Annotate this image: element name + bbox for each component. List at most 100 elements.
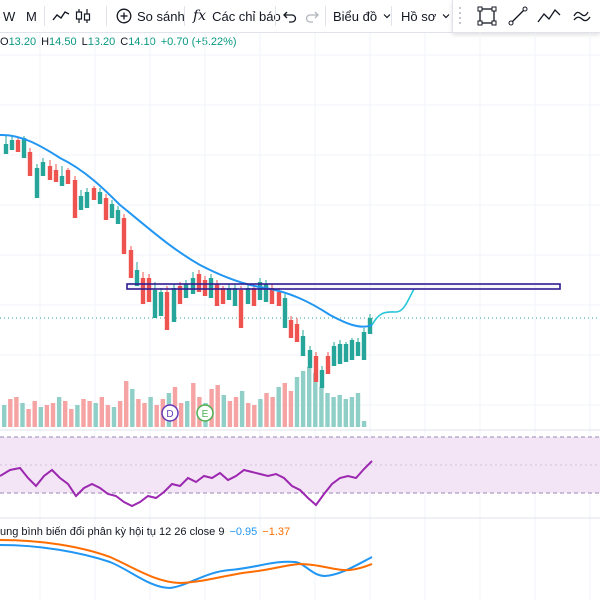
trend-line-tool-button[interactable] <box>508 6 528 31</box>
volume-bar <box>288 391 294 427</box>
candle-body <box>158 292 164 316</box>
candle-body <box>190 278 196 294</box>
line-chart-type-button[interactable] <box>52 0 70 32</box>
volume-bar <box>56 397 62 427</box>
rsi-line <box>0 460 373 508</box>
candle-body <box>361 332 367 360</box>
volume-bar <box>264 393 269 427</box>
undo-button[interactable] <box>283 0 297 32</box>
volume-bar <box>349 397 355 427</box>
volume-bar <box>178 403 184 427</box>
close-key: C <box>120 36 129 48</box>
volume-bar <box>75 405 80 427</box>
drag-handle[interactable] <box>459 4 461 28</box>
volume-bar <box>313 373 318 427</box>
drawing-toolbar <box>452 0 600 33</box>
candle-body <box>115 210 121 224</box>
candle-body <box>349 340 355 360</box>
interval-monthly-label: M <box>26 8 37 24</box>
candle-body <box>27 152 33 176</box>
volume-bar <box>87 401 92 427</box>
volume-bar <box>319 387 324 427</box>
volume-bar <box>142 403 147 427</box>
toolbar-divider <box>391 6 392 26</box>
candle-body <box>164 292 170 330</box>
dividend-marker[interactable]: D <box>161 404 179 422</box>
candle-body <box>331 346 337 366</box>
volume-bar <box>246 403 251 427</box>
macd-legend-label: ung bình biến đổi phân kỳ hội tụ 12 26 c… <box>0 526 225 538</box>
brush-icon <box>573 11 591 22</box>
path-tool-icon <box>537 8 561 23</box>
volume-bar <box>2 405 7 427</box>
ohlc-legend: O13.20 H14.50 L13.20 C14.10 +0.70 (+5.22… <box>0 36 237 52</box>
volume-bar <box>215 385 220 427</box>
candle-body <box>140 278 146 304</box>
drawn-rectangle[interactable] <box>126 283 561 290</box>
volume-bar <box>337 395 342 427</box>
signal-line <box>0 539 373 585</box>
close-value: 14.10 <box>128 36 156 48</box>
rectangle-tool-button[interactable] <box>477 6 497 31</box>
candle-body <box>134 270 140 286</box>
volume-bar <box>282 383 287 427</box>
candle-body <box>245 288 251 304</box>
candles-icon <box>75 9 91 23</box>
candle-body <box>152 290 158 318</box>
volume-bar <box>130 389 135 427</box>
high-key: H <box>41 36 50 48</box>
candle-body <box>171 288 177 322</box>
candle-body <box>232 288 238 306</box>
volume-bar <box>331 397 336 427</box>
path-tool-button[interactable] <box>537 6 561 31</box>
volume-bar <box>111 407 117 427</box>
candle-body <box>307 350 313 368</box>
profile-dropdown[interactable]: Hồ sơ <box>401 0 451 32</box>
candle-body <box>84 192 90 208</box>
candle-body <box>263 284 269 302</box>
volume-bar <box>307 367 312 427</box>
signal-value: −1.37 <box>262 526 291 538</box>
interval-monthly-button[interactable]: M <box>26 0 37 32</box>
undo-icon <box>283 11 297 23</box>
candle-body <box>313 356 319 382</box>
candle-chart-type-button[interactable] <box>74 0 92 32</box>
candle-body <box>3 144 9 154</box>
volume-bar <box>105 405 111 427</box>
redo-button[interactable] <box>305 0 319 32</box>
volume-bar <box>252 405 257 427</box>
candle-body <box>208 278 214 298</box>
candle-body <box>9 140 15 150</box>
macd-legend: ung bình biến đổi phân kỳ hội tụ 12 26 c… <box>0 526 290 542</box>
redo-icon <box>305 11 319 23</box>
candle-body <box>343 344 349 362</box>
candle-body <box>34 168 40 198</box>
dividend-marker-label: D <box>166 409 173 420</box>
interval-weekly-button[interactable]: W <box>3 0 15 32</box>
volume-bar <box>50 403 56 427</box>
trend-line-icon <box>508 6 528 26</box>
candle-body <box>146 278 152 302</box>
chart-type-dropdown[interactable]: Biểu đồ <box>333 0 392 32</box>
moving-average-line <box>0 133 373 328</box>
volume-bar <box>136 399 141 427</box>
candle-body <box>53 170 59 182</box>
macd-line <box>0 544 373 590</box>
candle-body <box>319 370 325 388</box>
brush-tool-button[interactable] <box>571 6 593 31</box>
candle-body <box>282 298 288 328</box>
volume-bar <box>124 381 129 427</box>
volume-bar <box>361 421 367 427</box>
volume-bar <box>191 383 196 427</box>
price-chart[interactable]: D E <box>0 33 600 600</box>
volume-bar <box>221 395 226 427</box>
rectangle-tool-icon <box>477 6 497 26</box>
candle-body <box>128 250 134 278</box>
candle-body <box>78 196 84 210</box>
candle-body <box>97 192 103 204</box>
earnings-marker[interactable]: E <box>196 404 214 422</box>
interval-weekly-label: W <box>3 8 16 24</box>
compare-button[interactable]: So sánh <box>116 0 185 32</box>
candle-body <box>196 274 202 292</box>
indicators-button[interactable]: fx Các chỉ báo <box>193 0 281 32</box>
